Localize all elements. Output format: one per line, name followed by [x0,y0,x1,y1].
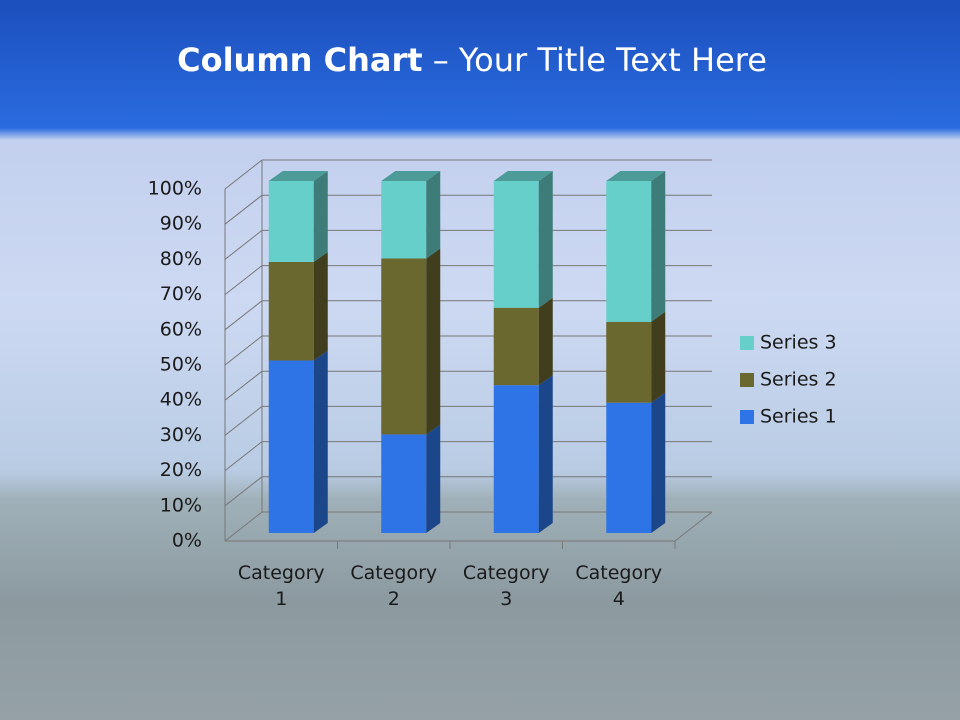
bar-front [381,434,427,533]
bar-segment [381,424,441,533]
bar-side [538,297,553,386]
y-tick-label: 10% [160,494,202,516]
bar-top [381,171,441,181]
grid-line [224,511,263,542]
y-tick-label: 100% [148,178,202,200]
bar-side [426,171,441,259]
legend-swatch [740,410,754,424]
bar-segment [381,248,441,435]
legend-label: Series 1 [760,406,837,428]
bar-segment [606,171,666,322]
bar-front [381,258,427,435]
bar-side [313,251,328,361]
bar-front [381,181,427,259]
chart-title: Column Chart – Your Title Text Here [177,41,767,79]
grid-line [224,406,263,436]
bar-segment [493,297,553,386]
legend-swatch [740,373,754,387]
y-tick-label: 80% [160,248,202,270]
title-bold: Column Chart [177,41,422,79]
grid-line [224,194,263,225]
bar-front [268,181,314,262]
bar-top [493,171,553,181]
bar-segment [381,171,441,259]
bar-segment [268,171,328,262]
bar-side [313,171,328,262]
bar-side [651,171,666,322]
bar-side [651,311,666,403]
x-tick-label: Category 2 [350,562,438,610]
x-tick-label: Category 1 [237,562,325,610]
bar-segment [493,171,553,308]
bar-segment [606,311,666,403]
y-tick-label: 50% [160,354,202,376]
bar-side [426,248,441,435]
bar-front [493,385,539,533]
bar-segment [493,375,553,533]
bar-front [493,307,539,386]
bar-side [313,350,328,533]
legend-label: Series 3 [760,332,837,354]
grid-line [224,370,263,401]
bar-top [268,171,328,181]
grid-line [224,159,263,190]
x-tick-label: Category 4 [575,562,663,610]
y-tick-label: 40% [160,389,202,411]
grid-line [224,265,263,295]
legend-swatch [740,336,754,350]
bar-front [268,261,314,361]
bar-front [606,181,652,322]
grid-line [224,230,263,260]
x-tick-label: Category 3 [462,562,550,610]
y-tick-label: 30% [160,424,202,446]
y-tick-label: 20% [160,459,202,481]
bar-side [538,171,553,308]
bar-top [606,171,666,181]
y-tick-label: 70% [160,283,202,305]
bar-front [606,402,652,533]
bar-segment [268,251,328,361]
bar-side [426,424,441,533]
title-rest: – Your Title Text Here [433,41,767,79]
grid-line [224,300,263,331]
grid-line [224,335,263,366]
legend-label: Series 2 [760,369,837,391]
y-tick-label: 0% [172,530,202,552]
grid-line [224,476,263,507]
bar-front [606,321,652,403]
bar-front [493,181,539,308]
bar-segment [268,350,328,533]
y-tick-label: 90% [160,213,202,235]
bar-front [268,360,314,533]
bar-segment [606,392,666,533]
bar-side [538,375,553,533]
bar-side [651,392,666,533]
grid-line [224,441,263,471]
y-tick-label: 60% [160,318,202,340]
